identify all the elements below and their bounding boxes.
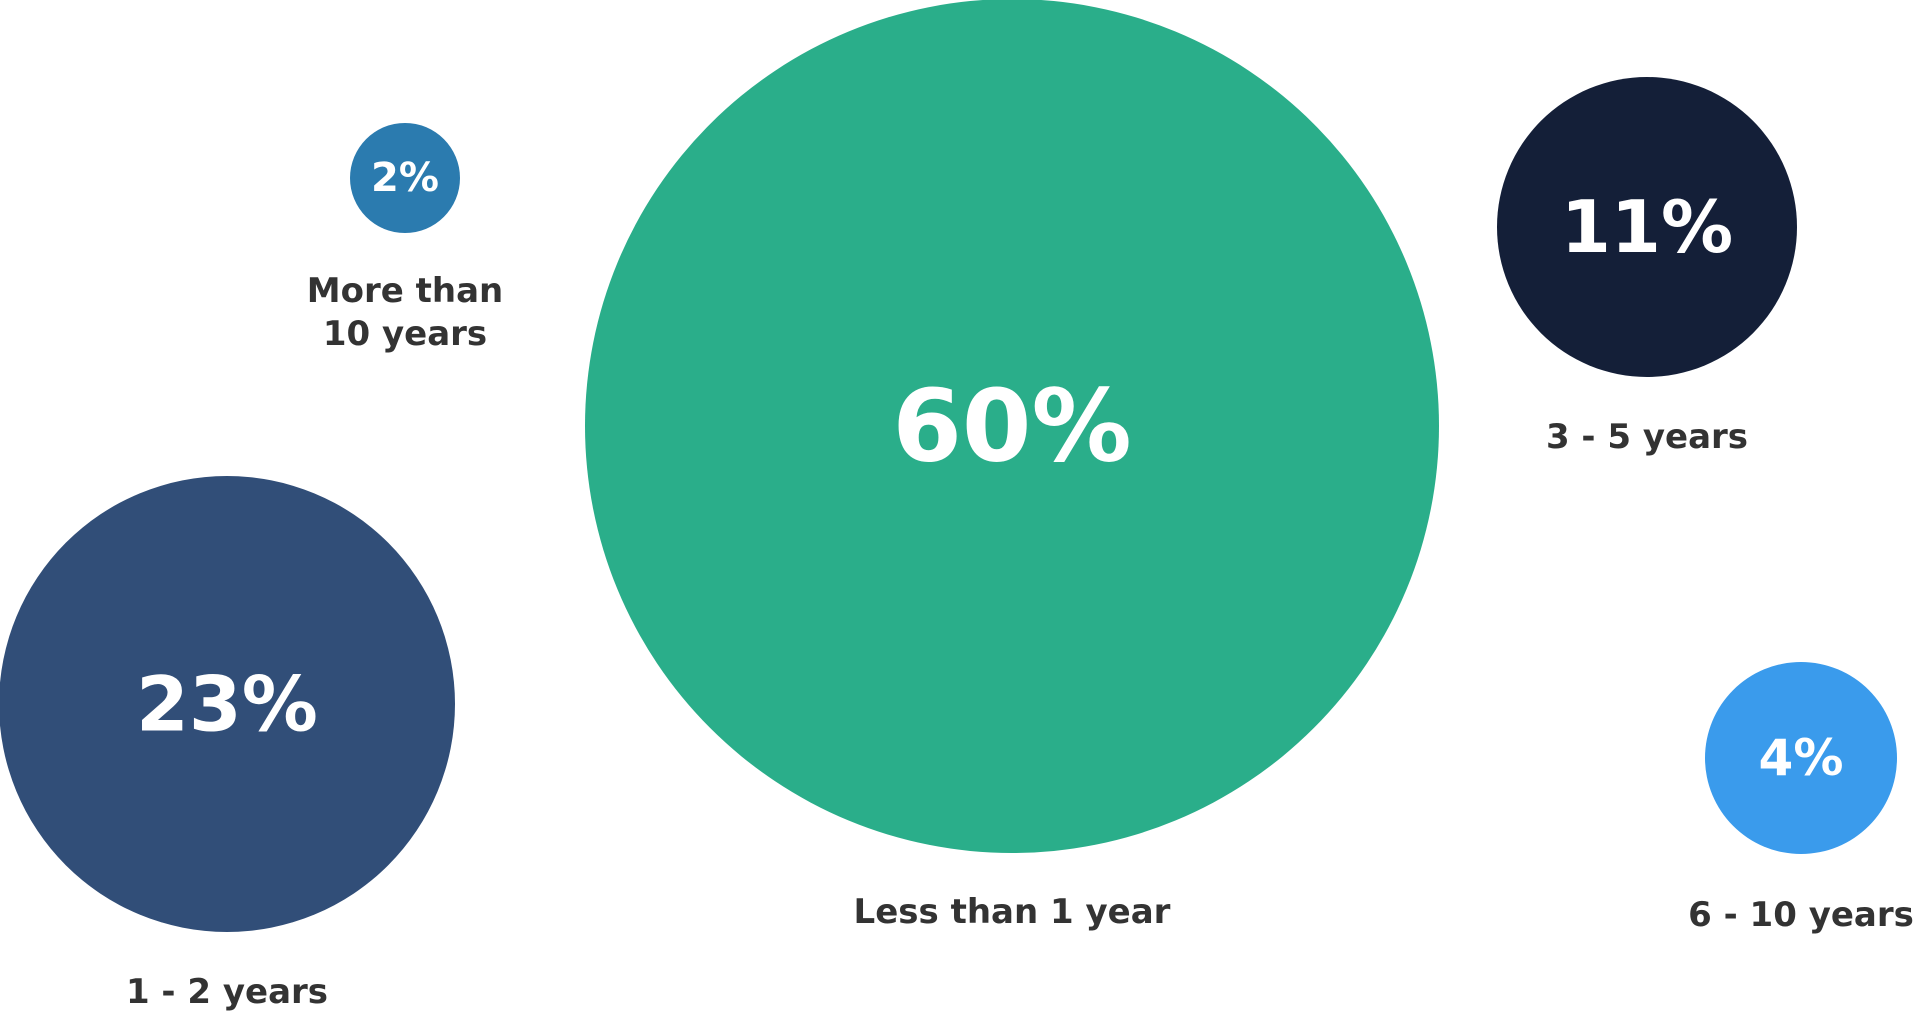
bubble (0, 476, 455, 932)
category-label: 1 - 2 years (126, 972, 328, 1012)
bubble-group: 11% 3 - 5 years (1497, 77, 1797, 457)
category-label: More than (307, 271, 503, 311)
bubble-group: 23% 1 - 2 years (0, 476, 455, 1012)
data-label: 60% (892, 368, 1131, 485)
bubble (1705, 662, 1897, 854)
data-label: 11% (1561, 185, 1733, 269)
bubble (350, 123, 460, 233)
category-label: 6 - 10 years (1688, 895, 1914, 935)
bubble-group: 4% 6 - 10 years (1688, 662, 1914, 935)
data-label: 4% (1759, 729, 1844, 787)
category-label: 3 - 5 years (1546, 417, 1748, 457)
category-label: 10 years (323, 314, 487, 354)
data-label: 23% (136, 660, 318, 749)
data-label: 2% (371, 155, 439, 201)
bubble-group: 60% Less than 1 year (585, 0, 1439, 932)
bubble (585, 0, 1439, 853)
category-label: Less than 1 year (854, 892, 1171, 932)
bubble (1497, 77, 1797, 377)
